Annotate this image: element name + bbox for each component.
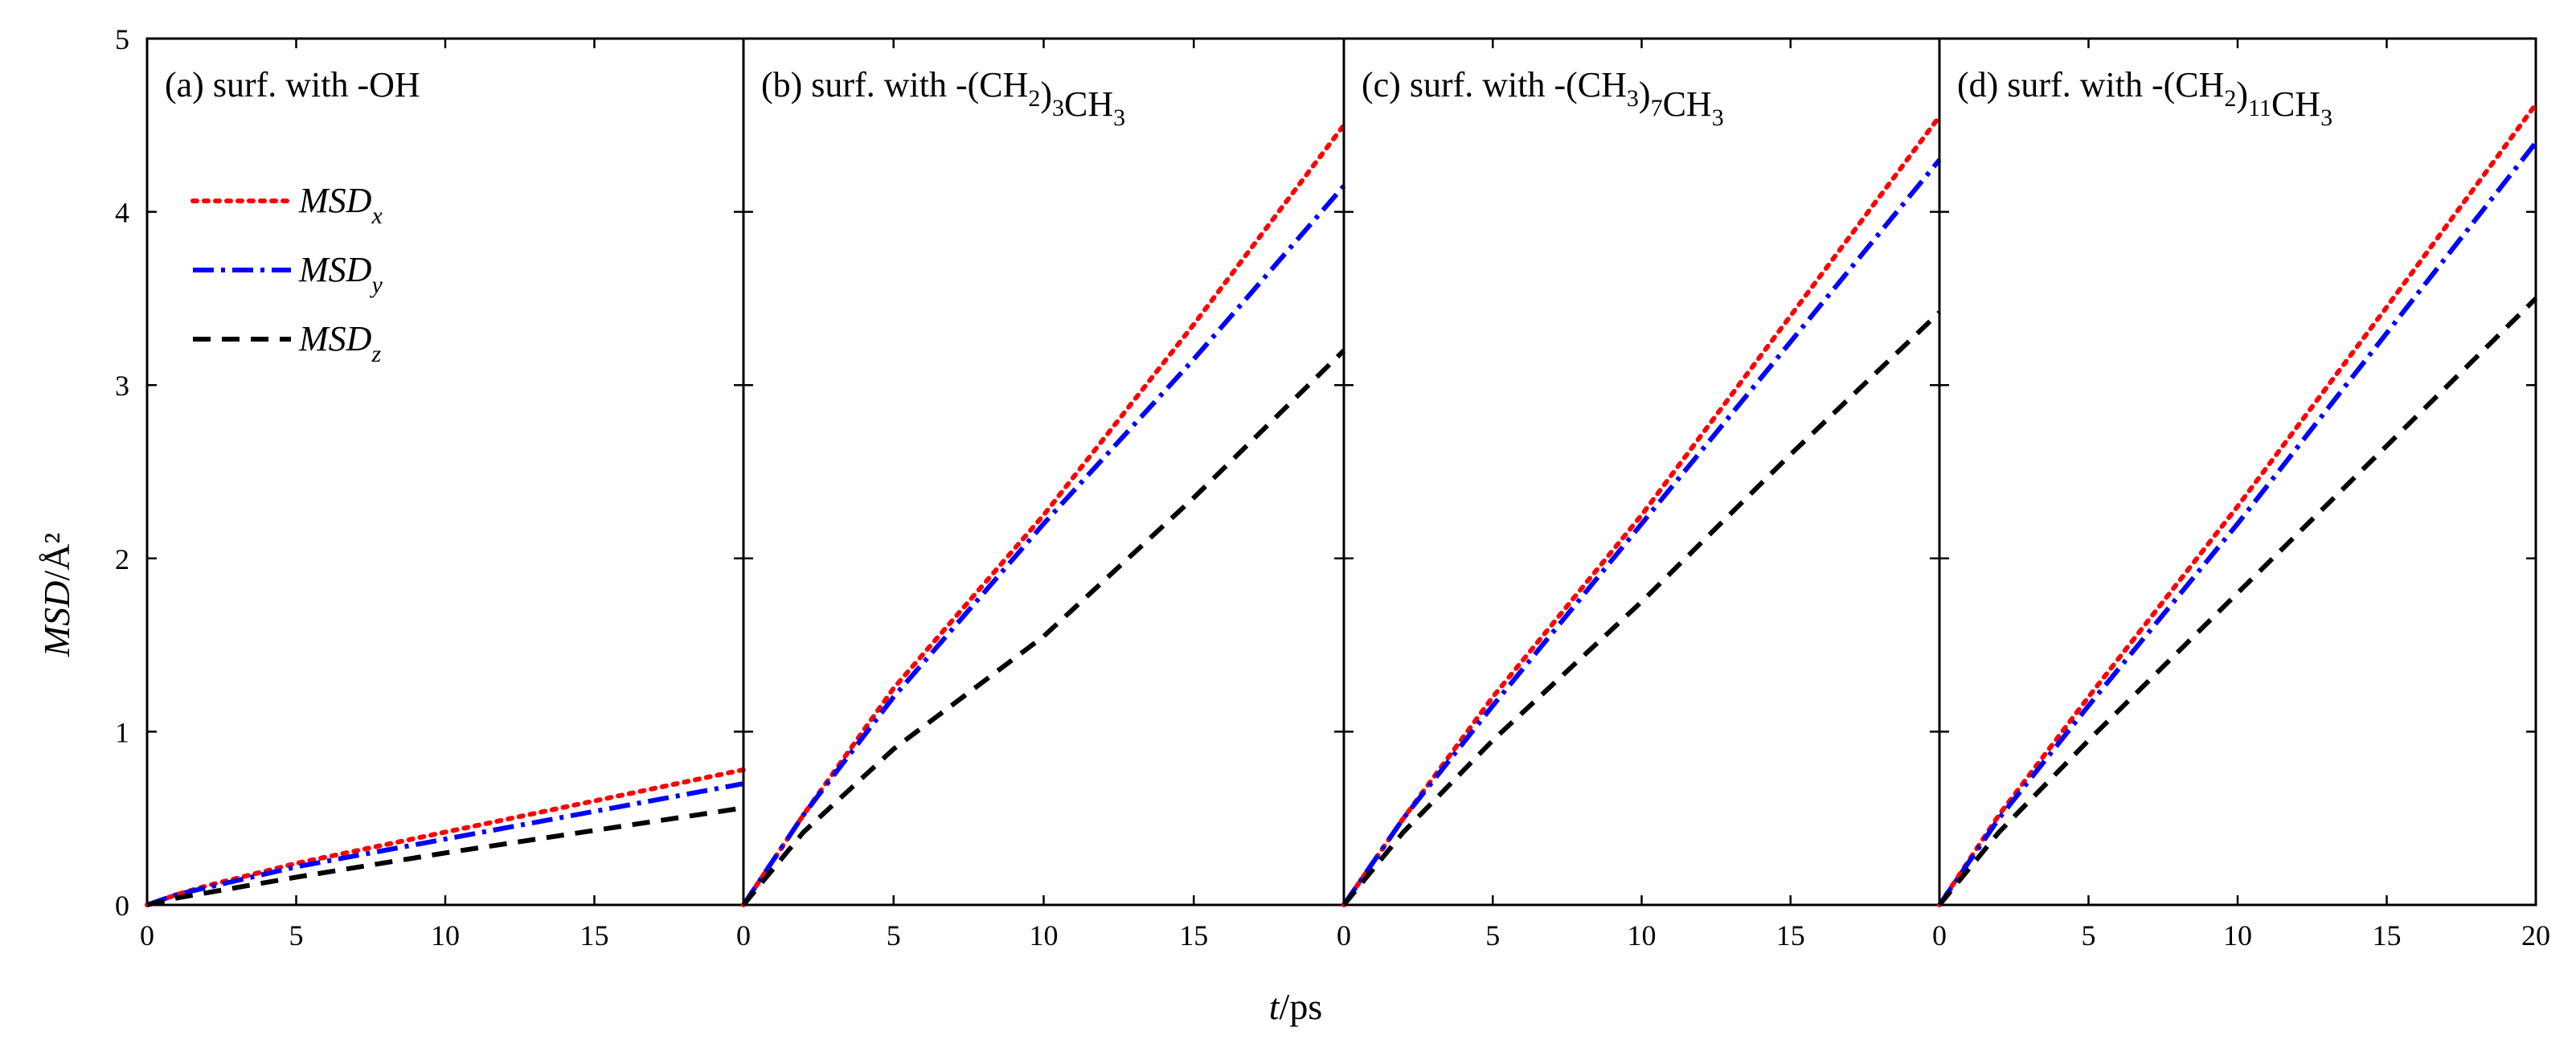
panel-title: (b) surf. with -(CH2)3CH3 <box>761 65 1125 131</box>
panel-a: 0 5 10 15 0 1 2 3 4 5 (a) surf. with -OH <box>115 23 746 952</box>
panel-title-subscript: 3 <box>1712 104 1724 131</box>
panel-title-subscript: 3 <box>1052 95 1064 121</box>
x-tick-label: 5 <box>1485 919 1500 952</box>
x-tick-label: 10 <box>431 919 460 952</box>
panel-d: 0 5 10 15 20 (d) surf. with -(CH2)11CH3 <box>1932 37 2550 952</box>
panel-b: 0 5 10 15(b) surf. with -(CH2)3CH3 <box>736 37 1346 952</box>
x-tick-label: 0 <box>1932 919 1947 952</box>
panel-title: (c) surf. with -(CH3)7CH3 <box>1362 65 1724 131</box>
x-tick-label: 0 <box>140 919 154 952</box>
series-line-msd-y <box>1341 158 1942 907</box>
y-tick-label: 1 <box>115 716 129 748</box>
panel-c: 0 5 10 15(c) surf. with -(CH3)7CH3 <box>1337 37 1942 952</box>
series-line-msd-z <box>146 805 744 907</box>
legend-label-base: MSD <box>298 319 372 358</box>
panel-title-part: CH <box>1663 84 1712 124</box>
y-tick-label: 5 <box>115 23 129 55</box>
panel-title-subscript: 11 <box>2248 95 2271 121</box>
x-tick-label: 10 <box>1628 919 1657 952</box>
y-tick-label: 2 <box>115 543 129 575</box>
x-tick-label: 20 <box>2521 919 2550 952</box>
panel-title-part: (c) surf. with -(CH <box>1362 65 1627 104</box>
panel-title-part: CH <box>1064 84 1113 124</box>
panel-title-subscript: 3 <box>1113 104 1125 131</box>
legend-label-base: MSD <box>298 181 372 220</box>
y-tick-label: 3 <box>115 370 129 402</box>
legend-label-subscript: x <box>371 203 383 229</box>
panel-title-subscript: 3 <box>1627 85 1639 112</box>
panel-title-part: ) <box>2236 75 2248 114</box>
panel-title-subscript: 3 <box>2320 104 2332 131</box>
panel-title-part: ) <box>1040 75 1052 114</box>
panel-frame <box>145 37 745 907</box>
panel-title: (d) surf. with -(CH2)11CH3 <box>1957 65 2332 131</box>
legend-label: MSDy <box>298 250 383 298</box>
x-tick-label: 15 <box>1776 919 1805 952</box>
legend-label: MSDx <box>298 181 383 229</box>
legend-entry-msd-z: MSDz <box>193 319 381 367</box>
legend-label-base: MSD <box>298 250 372 289</box>
panel-title-subscript: 2 <box>1028 85 1040 112</box>
series-line-msd-z <box>741 348 1346 907</box>
x-tick-label: 0 <box>1337 919 1351 952</box>
panel-title-part: (a) surf. with -OH <box>165 65 420 104</box>
panel-title-part: (b) surf. with -(CH <box>761 65 1028 104</box>
x-tick-label: 10 <box>1030 919 1059 952</box>
series-line-msd-x <box>1937 101 2538 907</box>
panel-title: (a) surf. with -OH <box>165 65 420 104</box>
legend-label: MSDz <box>298 319 381 367</box>
x-tick-label: 15 <box>1179 919 1208 952</box>
series-line-msd-x <box>741 122 1346 907</box>
x-tick-label: 5 <box>887 919 901 952</box>
panel-title-part: ) <box>1639 75 1651 114</box>
x-tick-label: 0 <box>736 919 751 952</box>
y-tick-label: 4 <box>115 197 129 229</box>
panel-title-part: CH <box>2271 84 2320 124</box>
x-tick-label: 10 <box>2223 919 2252 952</box>
x-tick-label: 5 <box>289 919 304 952</box>
series-line-msd-z <box>1341 310 1942 907</box>
x-axis-title: t/ps <box>1269 986 1322 1027</box>
legend-entry-msd-x: MSDx <box>190 181 383 229</box>
y-tick-label: 0 <box>115 890 129 922</box>
legend-label-subscript: y <box>369 272 383 298</box>
x-tick-label: 15 <box>2373 919 2402 952</box>
series-line-msd-y <box>741 184 1346 907</box>
panel-title-subscript: 7 <box>1651 95 1663 121</box>
legend-label-subscript: z <box>371 341 381 367</box>
series-line-msd-y <box>1937 141 2538 907</box>
panel-title-subscript: 2 <box>2224 85 2236 112</box>
x-tick-label: 15 <box>580 919 609 952</box>
x-tick-label: 5 <box>2082 919 2096 952</box>
panel-title-part: (d) surf. with -(CH <box>1957 65 2224 104</box>
series-line-msd-x <box>1341 114 1942 907</box>
series-line-msd-y <box>146 781 744 907</box>
y-axis-title: MSD/Å² <box>36 533 77 657</box>
legend-entry-msd-y: MSDy <box>193 250 383 298</box>
series-line-msd-z <box>1937 297 2538 907</box>
